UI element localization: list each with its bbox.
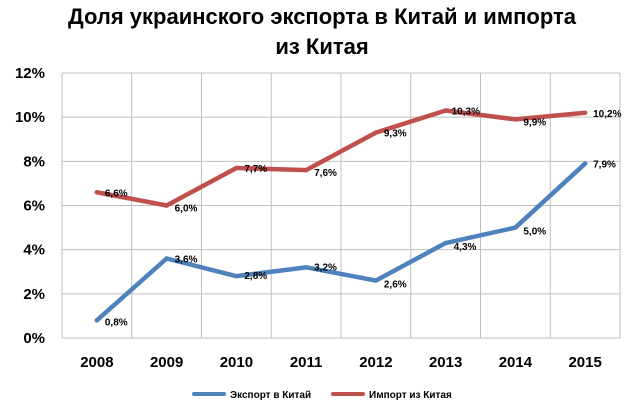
chart-title-line-2: из Китая [275,34,369,59]
data-label: 10,3% [452,107,480,118]
x-tick-label: 2015 [568,354,601,371]
y-axis: 0% 2% 4% 6% 8% 10% 12% [15,65,45,347]
data-point [164,203,169,208]
y-tick-label: 0% [23,330,45,347]
series-line-1 [94,161,588,323]
data-point [513,225,518,230]
data-point [513,117,518,122]
data-label: 7,7% [244,164,267,175]
data-label: 9,3% [384,129,407,140]
chart-title: Доля украинского экспорта в Китай и импо… [0,2,644,62]
data-point [94,190,100,195]
data-point [443,108,448,113]
chart-title-line-1: Доля украинского экспорта в Китай и импо… [68,4,576,29]
data-point [164,256,169,261]
data-labels: 0,8% 3,6% 2,8% 3,2% 2,6% 4,3% 5,0% 7,9% 6,6% 6,0%… [105,107,622,329]
legend: Экспорт в Китай Импорт из Китая [192,390,452,401]
y-tick-label: 4% [23,242,45,259]
x-tick-label: 2009 [150,354,183,371]
y-tick-label: 6% [23,198,45,215]
x-tick-label: 2013 [429,354,462,371]
y-tick-label: 8% [23,153,45,170]
data-label: 10,2% [593,109,621,120]
data-label: 7,9% [593,160,616,171]
data-label: 6,6% [105,188,128,199]
data-label: 5,0% [523,227,546,238]
data-point [303,265,309,270]
data-point [94,318,100,323]
data-label: 3,2% [314,262,337,273]
x-tick-label: 2010 [220,354,253,371]
y-tick-label: 12% [15,65,45,82]
data-point [443,240,448,246]
gridlines [61,72,621,339]
data-point [582,110,588,115]
series-group [94,108,588,323]
y-tick-label: 10% [15,109,45,126]
x-axis: 2008 2009 2010 2011 2012 2013 2014 2015 [80,354,602,371]
data-label: 3,6% [175,255,198,266]
data-point [373,278,379,283]
data-label: 2,8% [244,271,267,282]
data-label: 4,3% [454,242,477,253]
data-label: 6,0% [175,204,198,215]
data-point [303,167,309,173]
data-label: 7,6% [314,168,337,179]
data-label: 9,9% [523,117,546,128]
x-tick-label: 2014 [499,354,533,371]
data-point [234,165,239,171]
x-tick-label: 2011 [290,354,323,371]
legend-label: Экспорт в Китай [230,390,311,401]
legend-label: Импорт из Китая [369,390,452,401]
y-tick-label: 2% [23,286,45,303]
data-label: 0,8% [105,317,128,328]
data-point [234,273,239,279]
x-tick-label: 2012 [359,354,392,371]
data-point [582,161,588,166]
x-tick-label: 2008 [80,354,113,371]
data-label: 2,6% [384,280,407,291]
series-line-2 [94,108,588,208]
data-point [373,130,379,135]
